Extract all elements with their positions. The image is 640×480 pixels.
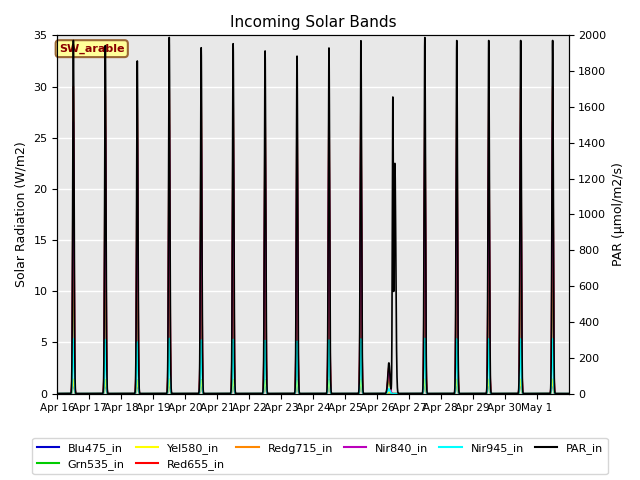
Nir945_in bbox=[378, 391, 386, 396]
Yel580_in bbox=[378, 391, 386, 396]
Grn535_in bbox=[356, 335, 364, 341]
Red655_in bbox=[564, 391, 572, 396]
PAR_in bbox=[378, 391, 386, 396]
Redg715_in bbox=[433, 391, 440, 396]
Line: Red655_in: Red655_in bbox=[58, 84, 568, 394]
PAR_in bbox=[79, 391, 87, 396]
Grn535_in bbox=[460, 391, 468, 396]
Red655_in bbox=[433, 391, 440, 396]
Legend: Blu475_in, Grn535_in, Yel580_in, Red655_in, Redg715_in, Nir840_in, Nir945_in, PA: Blu475_in, Grn535_in, Yel580_in, Red655_… bbox=[32, 438, 608, 474]
Nir840_in bbox=[433, 391, 440, 396]
PAR_in bbox=[564, 391, 572, 396]
Nir840_in bbox=[54, 391, 61, 396]
Blu475_in bbox=[239, 391, 246, 396]
Blu475_in bbox=[564, 391, 572, 396]
Red655_in bbox=[460, 391, 468, 396]
Line: Grn535_in: Grn535_in bbox=[58, 226, 568, 394]
Red655_in bbox=[356, 288, 364, 294]
Nir945_in bbox=[433, 391, 440, 396]
Blu475_in bbox=[54, 391, 61, 396]
Grn535_in bbox=[79, 391, 87, 396]
Line: PAR_in: PAR_in bbox=[58, 37, 568, 394]
Red655_in bbox=[378, 391, 386, 396]
PAR_in bbox=[356, 273, 364, 278]
Yel580_in bbox=[460, 391, 468, 396]
Yel580_in bbox=[165, 376, 173, 382]
Yel580_in bbox=[239, 391, 246, 396]
Nir840_in bbox=[378, 391, 386, 396]
Yel580_in bbox=[356, 386, 364, 392]
Blu475_in bbox=[460, 391, 468, 396]
Yel580_in bbox=[564, 391, 572, 396]
Red655_in bbox=[54, 391, 61, 396]
Nir840_in bbox=[564, 391, 572, 396]
Red655_in bbox=[165, 81, 173, 86]
Nir945_in bbox=[79, 391, 87, 396]
Y-axis label: Solar Radiation (W/m2): Solar Radiation (W/m2) bbox=[15, 142, 28, 288]
Redg715_in bbox=[239, 391, 246, 396]
Redg715_in bbox=[79, 391, 87, 396]
Redg715_in bbox=[356, 317, 364, 323]
Redg715_in bbox=[460, 391, 468, 396]
Red655_in bbox=[79, 391, 87, 396]
Redg715_in bbox=[54, 391, 61, 396]
Blu475_in bbox=[378, 391, 386, 396]
Nir945_in bbox=[165, 336, 173, 341]
Nir840_in bbox=[356, 300, 364, 305]
Grn535_in bbox=[239, 391, 246, 396]
Line: Blu475_in: Blu475_in bbox=[58, 379, 568, 394]
Blu475_in bbox=[165, 376, 173, 382]
Yel580_in bbox=[433, 391, 440, 396]
PAR_in bbox=[239, 391, 246, 396]
Redg715_in bbox=[165, 170, 173, 176]
Redg715_in bbox=[378, 391, 386, 396]
Nir840_in bbox=[460, 391, 468, 396]
Yel580_in bbox=[54, 391, 61, 396]
Nir945_in bbox=[356, 372, 364, 378]
Line: Redg715_in: Redg715_in bbox=[58, 173, 568, 394]
Line: Nir945_in: Nir945_in bbox=[58, 338, 568, 394]
Nir840_in bbox=[79, 391, 87, 396]
Red655_in bbox=[239, 391, 246, 396]
Redg715_in bbox=[564, 391, 572, 396]
Nir945_in bbox=[460, 391, 468, 396]
Grn535_in bbox=[378, 391, 386, 396]
Blu475_in bbox=[356, 386, 364, 392]
Nir840_in bbox=[165, 117, 173, 122]
Line: Yel580_in: Yel580_in bbox=[58, 379, 568, 394]
PAR_in bbox=[433, 391, 440, 396]
Grn535_in bbox=[165, 223, 173, 229]
Grn535_in bbox=[433, 391, 440, 396]
PAR_in bbox=[460, 391, 468, 396]
Grn535_in bbox=[564, 391, 572, 396]
Y-axis label: PAR (μmol/m2/s): PAR (μmol/m2/s) bbox=[612, 163, 625, 266]
Line: Nir840_in: Nir840_in bbox=[58, 120, 568, 394]
PAR_in bbox=[54, 391, 61, 396]
Blu475_in bbox=[433, 391, 440, 396]
Nir945_in bbox=[564, 391, 572, 396]
Nir945_in bbox=[239, 391, 246, 396]
Text: SW_arable: SW_arable bbox=[59, 44, 125, 54]
PAR_in bbox=[165, 35, 173, 40]
Nir945_in bbox=[54, 391, 61, 396]
Title: Incoming Solar Bands: Incoming Solar Bands bbox=[230, 15, 396, 30]
Grn535_in bbox=[54, 391, 61, 396]
Nir840_in bbox=[239, 391, 246, 396]
Blu475_in bbox=[79, 391, 87, 396]
Yel580_in bbox=[79, 391, 87, 396]
